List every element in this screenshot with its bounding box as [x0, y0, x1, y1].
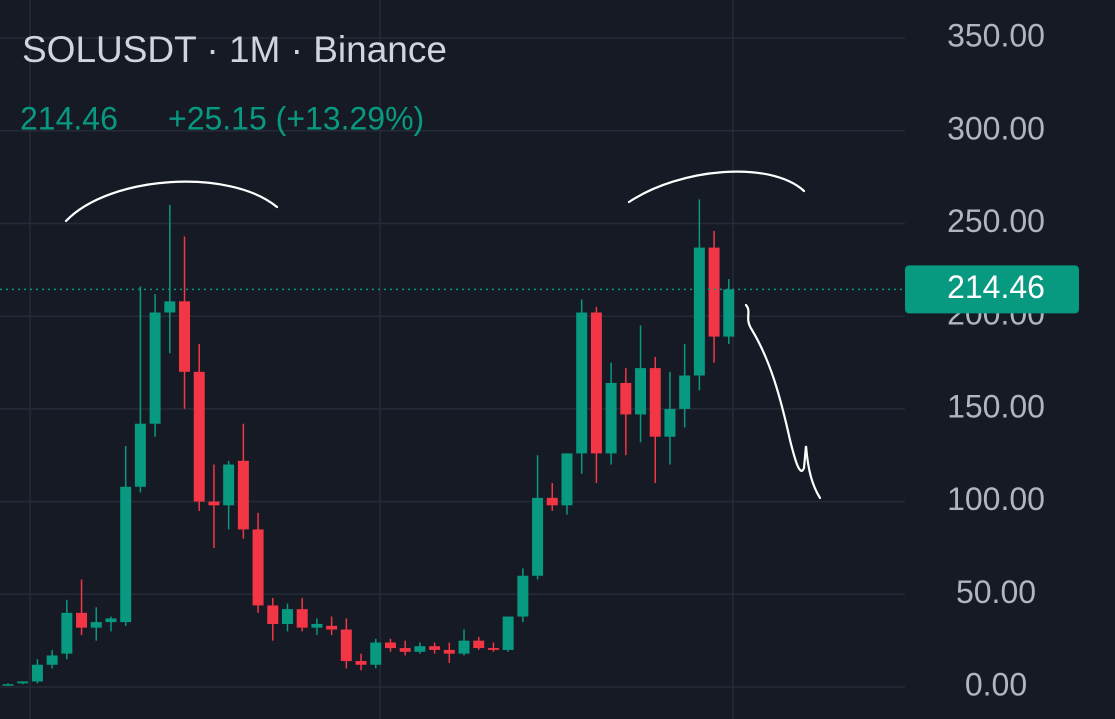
candle-body: [61, 612, 73, 654]
candle-body: [31, 664, 43, 682]
candle-body: [267, 605, 279, 624]
candle-body: [46, 655, 58, 665]
annotation-arrow: [744, 303, 822, 500]
candle-body: [458, 640, 470, 654]
candle-body: [281, 609, 293, 624]
candle-body: [502, 616, 514, 650]
candle-body: [664, 408, 676, 437]
y-tick-label: 350.00: [947, 18, 1045, 54]
candle-body: [17, 681, 29, 684]
candle-body: [487, 648, 499, 650]
candle-body: [399, 648, 411, 652]
candle-body: [252, 529, 264, 606]
candle-body: [208, 501, 220, 506]
candle-body: [693, 247, 705, 376]
candle-body: [134, 423, 146, 487]
candle-body: [2, 684, 14, 686]
candle-body: [179, 301, 191, 372]
candle-body: [370, 642, 382, 665]
candle-body: [590, 312, 602, 454]
candle-body: [620, 382, 632, 415]
annotation-arc: [64, 180, 279, 223]
candle-body: [90, 622, 102, 628]
y-tick-label: 100.00: [947, 481, 1045, 517]
last-price: 214.46: [20, 100, 118, 136]
candle-body: [473, 640, 485, 649]
y-tick-label: 0.00: [965, 666, 1027, 702]
candle-body: [76, 612, 88, 628]
candles: [2, 199, 735, 687]
candle-body: [164, 301, 176, 313]
candle-body: [635, 368, 647, 415]
chart-title: SOLUSDT · 1M · Binance: [22, 29, 447, 70]
candle-body: [355, 661, 367, 665]
candle-body: [532, 497, 544, 576]
last-price-axis-label: 214.46: [947, 269, 1045, 305]
candle-body: [649, 368, 661, 437]
candle-body: [517, 575, 529, 617]
candle-body: [576, 312, 588, 454]
candle-body: [311, 623, 323, 628]
candle-body: [679, 375, 691, 409]
candle-body: [708, 247, 720, 337]
candle-body: [561, 453, 573, 506]
candle-body: [120, 486, 132, 623]
candle-body: [546, 497, 558, 506]
hand-drawn-annotations: [64, 170, 822, 500]
candle-body: [223, 464, 235, 506]
candle-body: [296, 609, 308, 628]
y-tick-label: 300.00: [947, 110, 1045, 146]
y-tick-label: 150.00: [947, 388, 1045, 424]
candle-body: [105, 618, 117, 623]
price-change: +25.15 (+13.29%): [168, 100, 424, 136]
candle-body: [193, 371, 205, 502]
candle-body: [237, 460, 249, 530]
annotation-arc: [627, 170, 806, 204]
candle-body: [443, 649, 455, 654]
last-price-box: [905, 265, 1079, 314]
candle-body: [384, 642, 396, 649]
candle-body: [414, 646, 426, 652]
candle-body: [149, 312, 161, 424]
candle-body: [429, 646, 441, 650]
candle-body: [326, 625, 338, 630]
y-tick-label: 50.00: [956, 574, 1036, 610]
candle-body: [340, 629, 352, 662]
candle-body: [723, 289, 735, 337]
y-tick-label: 250.00: [947, 203, 1045, 239]
candle-body: [605, 382, 617, 454]
